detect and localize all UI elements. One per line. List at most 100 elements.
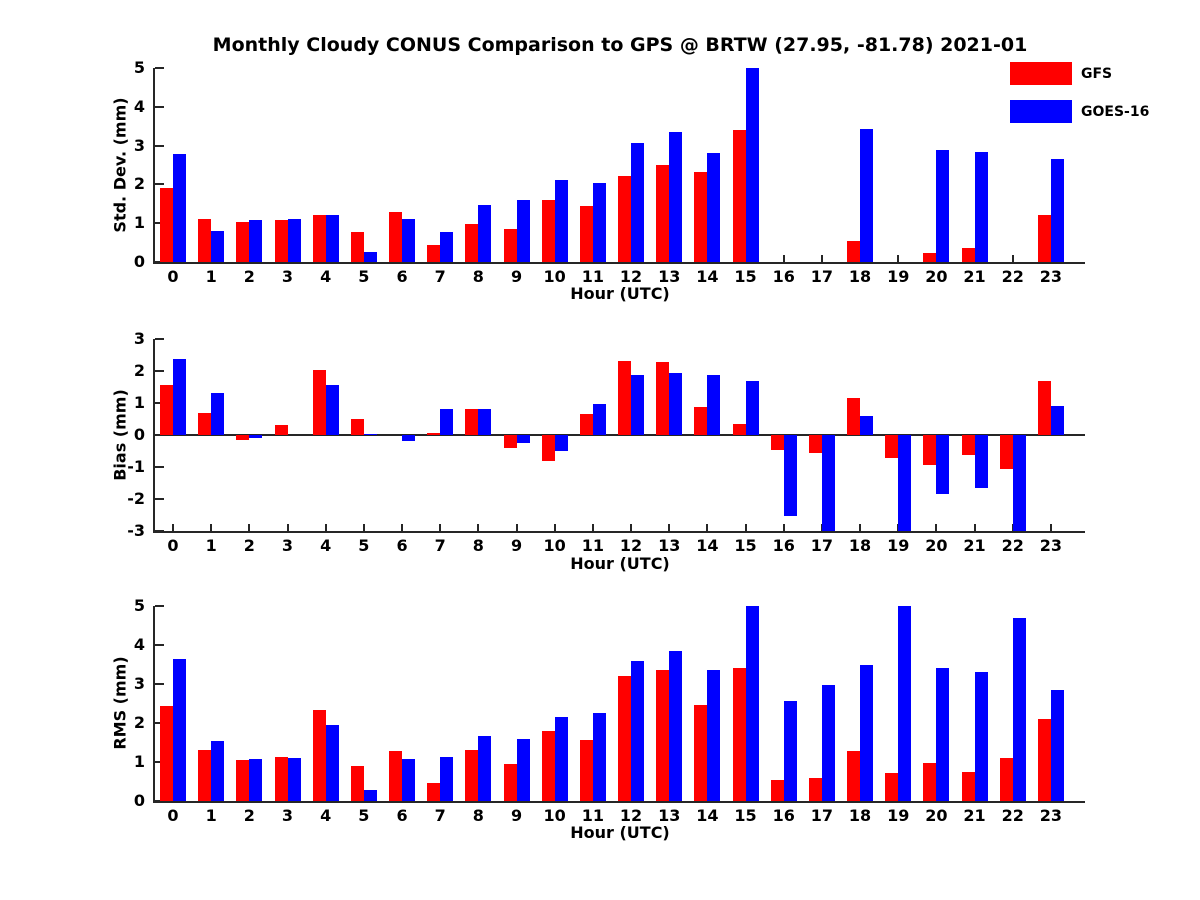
y-tick-bias xyxy=(155,338,164,340)
bar-rms-gfs-h5 xyxy=(351,766,364,801)
y-tick-bias xyxy=(155,402,164,404)
x-tick-label-rms: 0 xyxy=(167,806,179,825)
y-tick-label-bias: -3 xyxy=(127,521,145,540)
bar-std-dev-gfs-h3 xyxy=(275,220,288,262)
bar-bias-gfs-h20 xyxy=(923,435,936,465)
x-tick-label-std-dev: 13 xyxy=(658,267,681,286)
bar-bias-gfs-h8 xyxy=(465,409,478,435)
x-tick-label-bias: 12 xyxy=(619,536,643,555)
x-tick-std-dev xyxy=(1011,255,1014,262)
y-tick-std-dev xyxy=(155,183,164,186)
bar-rms-goes-16-h17 xyxy=(822,685,835,801)
bar-std-dev-gfs-h10 xyxy=(542,200,555,262)
y-tick-std-dev xyxy=(155,144,164,147)
x-axis-label-bias: Hour (UTC) xyxy=(570,554,670,573)
legend-item-gfs: GFS xyxy=(1010,62,1112,85)
bar-rms-gfs-h22 xyxy=(1000,758,1013,801)
bar-rms-goes-16-h2 xyxy=(249,759,262,801)
x-tick-label-bias: 18 xyxy=(848,536,872,555)
bar-std-dev-gfs-h8 xyxy=(465,224,478,262)
y-tick-bias xyxy=(155,498,164,500)
bar-std-dev-goes-16-h15 xyxy=(746,68,759,262)
x-tick-label-bias: 19 xyxy=(887,536,910,555)
x-tick-label-bias: 21 xyxy=(963,536,986,555)
bar-bias-gfs-h15 xyxy=(733,424,746,435)
bar-std-dev-gfs-h0 xyxy=(160,188,173,262)
bar-rms-goes-16-h23 xyxy=(1051,690,1064,801)
bar-std-dev-gfs-h1 xyxy=(198,219,211,262)
bar-rms-goes-16-h0 xyxy=(173,659,186,801)
bar-bias-goes-16-h21 xyxy=(975,435,988,488)
bar-rms-gfs-h7 xyxy=(427,783,440,801)
bar-bias-gfs-h0 xyxy=(160,385,173,435)
bar-bias-goes-16-h14 xyxy=(707,375,720,435)
bar-rms-goes-16-h9 xyxy=(517,739,530,801)
y-tick-label-std-dev: 1 xyxy=(133,213,145,233)
y-tick-label-rms: 0 xyxy=(133,791,145,810)
bar-rms-goes-16-h20 xyxy=(936,668,949,801)
bar-bias-goes-16-h19 xyxy=(898,435,911,531)
y-tick-label-rms: 3 xyxy=(133,674,145,693)
x-tick-std-dev xyxy=(820,255,823,262)
bar-std-dev-gfs-h2 xyxy=(236,222,249,262)
bar-std-dev-gfs-h13 xyxy=(656,165,669,262)
y-tick-rms xyxy=(155,800,164,802)
bar-std-dev-goes-16-h18 xyxy=(860,129,873,262)
x-tick-label-bias: 20 xyxy=(925,536,948,555)
bar-bias-gfs-h10 xyxy=(542,435,555,461)
x-tick-label-std-dev: 20 xyxy=(925,267,948,286)
bar-rms-goes-16-h4 xyxy=(326,725,339,801)
bar-bias-goes-16-h7 xyxy=(440,409,453,435)
x-tick-bias xyxy=(172,524,174,531)
y-tick-label-std-dev: 0 xyxy=(133,252,145,271)
bar-rms-gfs-h17 xyxy=(809,778,822,801)
bar-bias-goes-16-h5 xyxy=(364,434,377,435)
x-tick-label-rms: 18 xyxy=(848,806,872,825)
bar-rms-gfs-h20 xyxy=(923,763,936,801)
x-tick-label-rms: 4 xyxy=(320,806,332,825)
x-tick-label-std-dev: 8 xyxy=(472,267,484,286)
x-tick-bias xyxy=(362,524,365,531)
bar-rms-goes-16-h3 xyxy=(288,758,301,801)
x-tick-bias xyxy=(973,524,976,531)
bar-std-dev-goes-16-h21 xyxy=(975,152,988,262)
bar-bias-gfs-h22 xyxy=(1000,435,1013,469)
plot-area-std-dev xyxy=(155,68,1085,262)
x-tick-label-rms: 7 xyxy=(434,806,446,825)
x-axis-spine-std-dev xyxy=(153,262,1085,264)
gfs-color-swatch xyxy=(1010,62,1072,85)
x-tick-bias xyxy=(324,524,327,531)
plot-area-bias xyxy=(155,339,1085,531)
bar-bias-gfs-h4 xyxy=(313,370,326,435)
y-tick-bias xyxy=(155,466,164,468)
y-tick-bias xyxy=(155,370,164,372)
bar-rms-goes-16-h10 xyxy=(555,717,568,801)
bar-bias-goes-16-h1 xyxy=(211,393,224,435)
y-tick-rms xyxy=(155,722,164,724)
bar-rms-goes-16-h11 xyxy=(593,713,606,801)
bar-bias-gfs-h1 xyxy=(198,413,211,435)
x-tick-label-bias: 13 xyxy=(658,536,681,555)
legend-label-gfs: GFS xyxy=(1081,65,1113,82)
x-tick-label-std-dev: 11 xyxy=(581,267,604,286)
x-tick-label-std-dev: 23 xyxy=(1039,267,1063,286)
bar-bias-gfs-h3 xyxy=(275,425,288,435)
bar-std-dev-gfs-h11 xyxy=(580,206,593,262)
bar-rms-goes-16-h7 xyxy=(440,757,453,801)
bar-rms-gfs-h12 xyxy=(618,676,631,801)
bar-rms-goes-16-h19 xyxy=(898,606,911,801)
x-tick-label-rms: 11 xyxy=(581,806,604,825)
bar-bias-gfs-h17 xyxy=(809,435,822,453)
bar-bias-goes-16-h23 xyxy=(1051,406,1064,435)
bar-rms-gfs-h15 xyxy=(733,668,746,801)
bar-rms-gfs-h11 xyxy=(580,740,593,801)
bar-rms-goes-16-h13 xyxy=(669,651,682,801)
x-tick-label-bias: 10 xyxy=(543,536,566,555)
bar-bias-goes-16-h6 xyxy=(402,435,415,441)
bar-bias-goes-16-h10 xyxy=(555,435,568,451)
bar-bias-goes-16-h12 xyxy=(631,375,644,435)
bar-bias-gfs-h21 xyxy=(962,435,975,455)
bar-bias-gfs-h23 xyxy=(1038,381,1051,435)
x-axis-label-rms: Hour (UTC) xyxy=(570,823,670,842)
